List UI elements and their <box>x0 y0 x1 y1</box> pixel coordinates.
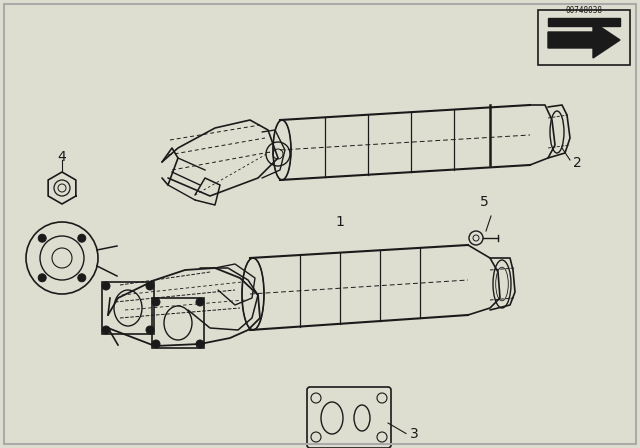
Circle shape <box>152 340 160 348</box>
Circle shape <box>102 282 110 290</box>
Text: 1: 1 <box>335 215 344 229</box>
Polygon shape <box>548 18 620 26</box>
Circle shape <box>78 274 86 282</box>
Circle shape <box>38 234 46 242</box>
Text: 00748038: 00748038 <box>566 6 602 15</box>
Circle shape <box>78 234 86 242</box>
Circle shape <box>152 298 160 306</box>
Circle shape <box>146 282 154 290</box>
Circle shape <box>146 326 154 334</box>
Circle shape <box>196 340 204 348</box>
Circle shape <box>196 298 204 306</box>
Text: 2: 2 <box>573 156 582 170</box>
Text: 5: 5 <box>479 195 488 209</box>
Polygon shape <box>548 22 620 58</box>
Circle shape <box>102 326 110 334</box>
Text: 3: 3 <box>410 426 419 440</box>
Circle shape <box>38 274 46 282</box>
Text: 4: 4 <box>58 150 67 164</box>
